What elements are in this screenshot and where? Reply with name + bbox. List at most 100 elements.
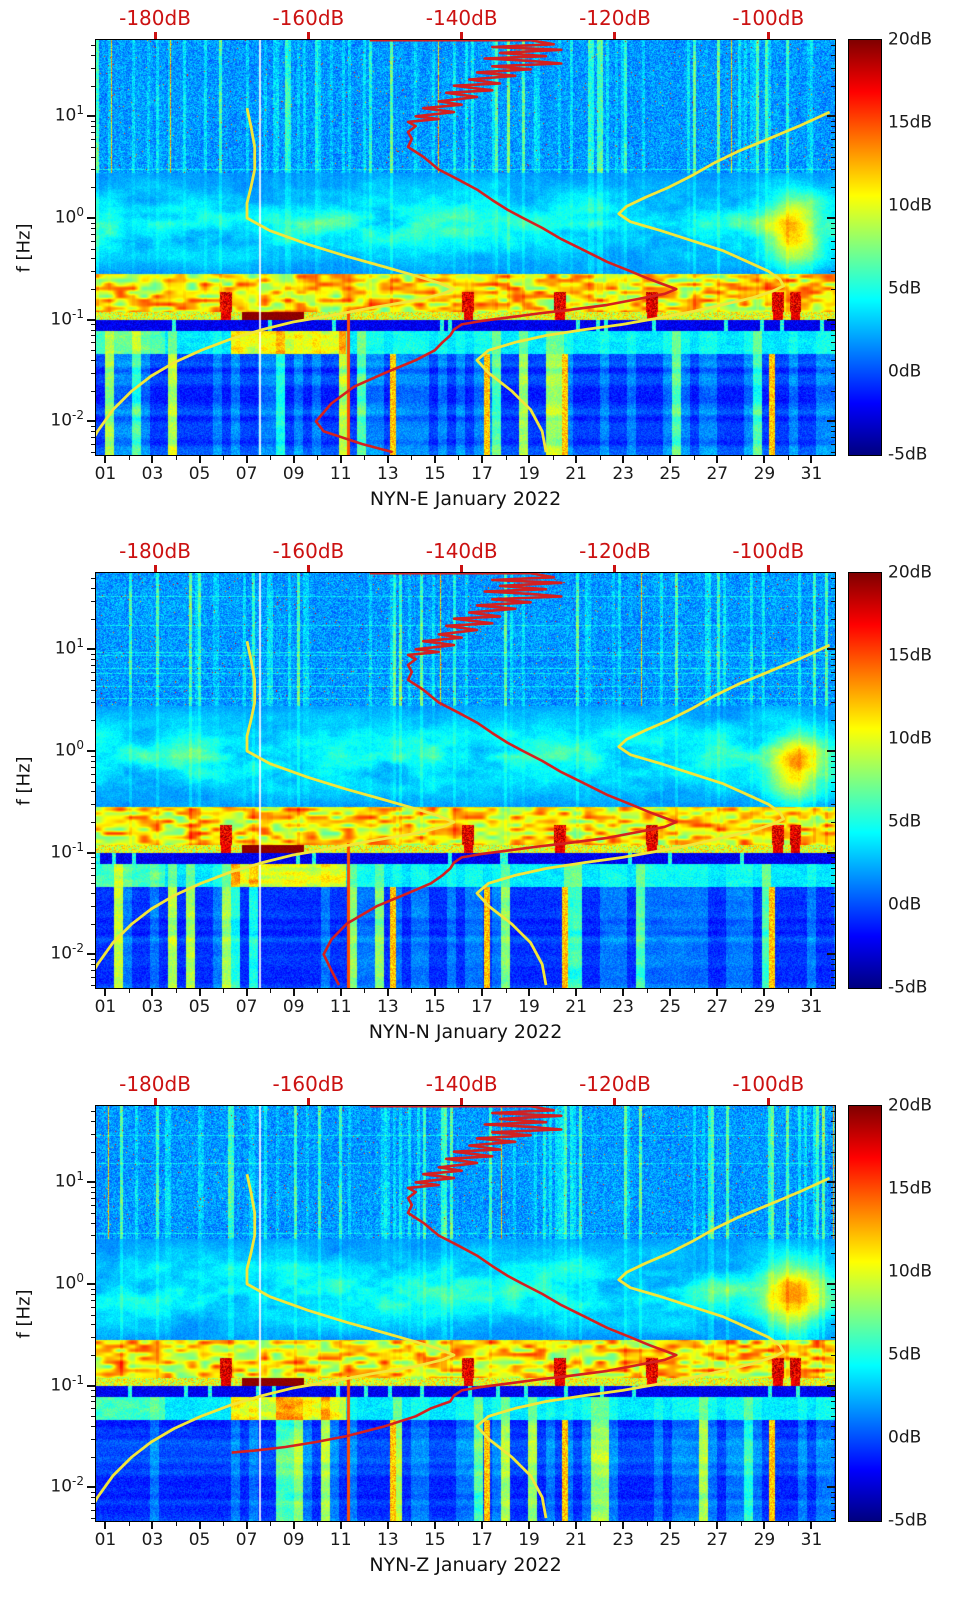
top-axis-label: -140dB: [425, 1072, 498, 1096]
y-minor-tick-right: [831, 187, 835, 189]
x-tick-label: 25: [659, 464, 682, 484]
y-tick-label: 101: [20, 1170, 84, 1192]
y-tick-base: 10: [50, 944, 73, 965]
colorbar: [848, 572, 882, 989]
y-tick-exponent: 1: [76, 103, 84, 118]
top-axis-tick: [460, 1098, 464, 1105]
x-minor-tick: [128, 456, 130, 460]
y-minor-tick-right: [831, 905, 835, 907]
top-axis-tick: [306, 1098, 310, 1105]
x-major-tick: [433, 456, 436, 463]
x-major-tick: [339, 989, 342, 996]
y-minor-tick: [91, 240, 95, 242]
y-minor-tick-right: [831, 791, 835, 793]
top-axis-label: -180dB: [119, 1072, 191, 1096]
y-tick-base: 10: [50, 411, 73, 432]
x-tick-label: 09: [282, 464, 305, 484]
y-tick-base: 10: [50, 842, 73, 863]
y-minor-tick: [91, 883, 95, 885]
x-major-tick: [433, 1522, 436, 1529]
y-minor-tick: [91, 1192, 95, 1194]
top-axis-label: -160dB: [272, 539, 345, 563]
x-tick-label: 27: [706, 464, 729, 484]
colorbar-tick-label: 20dB: [888, 562, 933, 583]
y-minor-tick-right: [831, 258, 835, 260]
y-axis-label: f [Hz]: [13, 755, 35, 806]
y-minor-tick: [91, 653, 95, 655]
y-major-tick-right: [827, 217, 835, 219]
colorbar-tick-label: 10dB: [888, 1261, 933, 1282]
colorbar-tick-label: 5dB: [888, 811, 922, 832]
x-minor-tick: [411, 456, 413, 460]
top-axis-tick: [153, 1098, 157, 1105]
x-minor-tick: [364, 989, 366, 993]
x-tick-label: 03: [141, 464, 164, 484]
x-tick-label: 25: [659, 997, 682, 1017]
y-minor-tick-right: [831, 1253, 835, 1255]
top-axis-tick: [153, 32, 157, 39]
colorbar: [848, 1105, 882, 1522]
y-minor-tick: [91, 1438, 95, 1440]
y-minor-tick: [91, 360, 95, 362]
top-axis-label: -100dB: [732, 539, 805, 563]
colorbar-tick-label: 10dB: [888, 728, 933, 749]
top-axis-label: -160dB: [272, 6, 345, 30]
x-minor-tick: [128, 1522, 130, 1526]
y-minor-tick-right: [831, 600, 835, 602]
y-minor-tick-right: [831, 443, 835, 445]
y-tick-exponent: -2: [72, 408, 84, 423]
x-major-tick: [716, 1522, 719, 1529]
y-minor-tick-right: [831, 1299, 835, 1301]
y-minor-tick: [91, 1111, 95, 1113]
x-major-tick: [622, 456, 625, 463]
spectrogram-panel-NYN-E: -180dB -160dB -140dB -120dB -100dB f [Hz] 101 1…: [0, 0, 962, 533]
y-minor-tick: [91, 1222, 95, 1224]
y-minor-tick-right: [831, 1324, 835, 1326]
y-minor-tick-right: [831, 85, 835, 87]
x-tick-label: 25: [659, 1530, 682, 1550]
y-minor-tick-right: [831, 720, 835, 722]
x-minor-tick: [646, 456, 648, 460]
x-major-tick: [292, 456, 295, 463]
y-minor-tick: [91, 857, 95, 859]
y-minor-tick: [91, 227, 95, 229]
y-major-tick-right: [827, 420, 835, 423]
y-minor-tick-right: [831, 883, 835, 885]
x-tick-label: 31: [800, 1530, 823, 1550]
y-minor-tick: [91, 1426, 95, 1428]
y-minor-tick-right: [831, 1355, 835, 1357]
x-major-tick: [292, 989, 295, 996]
x-major-tick: [669, 1522, 672, 1529]
x-minor-tick: [364, 456, 366, 460]
x-major-tick: [622, 1522, 625, 1529]
y-tick-exponent: 0: [76, 1271, 84, 1285]
colorbar-tick-label: 5dB: [888, 278, 922, 299]
y-minor-tick: [91, 766, 95, 768]
colorbar-tick-label: 0dB: [888, 1427, 922, 1448]
top-axis-label: -120dB: [579, 539, 651, 563]
y-minor-tick: [91, 781, 95, 783]
x-major-tick: [198, 989, 201, 996]
x-tick-label: 21: [565, 997, 587, 1017]
top-axis-label: -180dB: [119, 539, 191, 563]
x-major-tick: [104, 989, 107, 996]
top-axis-tick: [306, 32, 310, 39]
x-tick-label: 05: [188, 464, 211, 484]
y-minor-tick-right: [831, 1121, 835, 1123]
y-minor-tick-right: [831, 233, 835, 235]
top-axis-tick: [766, 32, 770, 39]
y-minor-tick: [91, 222, 95, 224]
y-major-tick: [87, 1181, 95, 1184]
y-tick-label: 10-1: [20, 1373, 84, 1395]
top-axis-tick: [306, 565, 310, 572]
y-minor-tick: [91, 976, 95, 978]
x-major-tick: [433, 989, 436, 996]
y-minor-tick: [91, 443, 95, 445]
x-tick-label: 19: [518, 997, 540, 1017]
x-tick-label: 17: [471, 464, 493, 484]
x-major-tick: [198, 456, 201, 463]
y-minor-tick-right: [831, 1438, 835, 1440]
x-minor-tick: [552, 1522, 554, 1526]
y-minor-tick: [91, 970, 95, 972]
